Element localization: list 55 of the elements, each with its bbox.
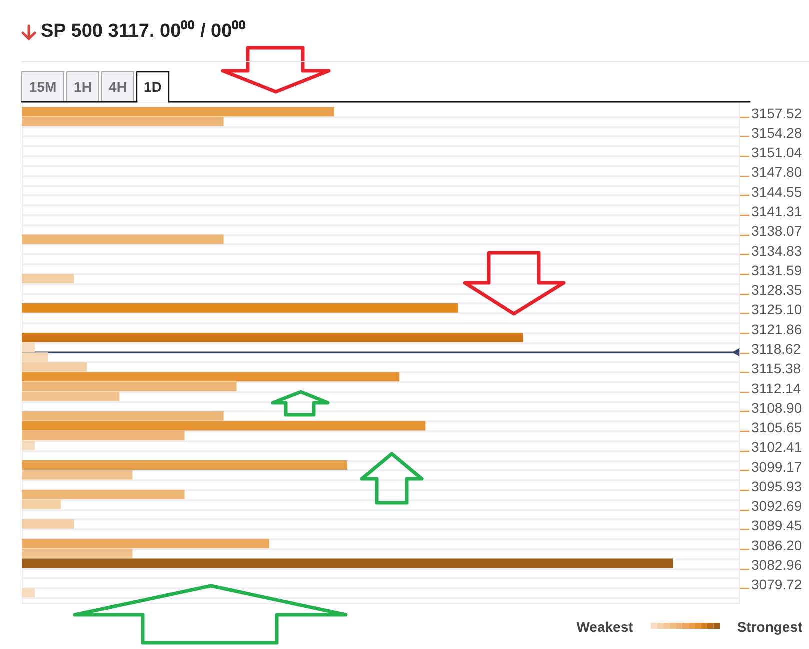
- bar: [22, 588, 36, 598]
- y-tick-label: 3144.55: [752, 184, 802, 200]
- bar: [22, 500, 62, 510]
- y-tick-label: 3134.83: [752, 242, 802, 259]
- y-tick-label: 3105.65: [752, 420, 802, 436]
- bar: [22, 362, 88, 372]
- text: 4H: [109, 79, 127, 95]
- bar: [22, 519, 74, 529]
- y-tick-label: 3125.10: [752, 302, 802, 318]
- y-tick-label: 3108.90: [752, 400, 802, 416]
- bar: [22, 274, 74, 284]
- text: Weakest: [576, 619, 634, 635]
- bar: [22, 107, 334, 117]
- y-tick-label: 3095.93: [752, 478, 802, 494]
- y-tick-label: 3154.28: [752, 124, 802, 141]
- y-tick-label: 3112.14: [752, 380, 802, 396]
- y-tick-label: 3086.20: [752, 537, 802, 554]
- y-tick-label: 3138.07: [752, 223, 802, 240]
- bar: [22, 117, 224, 126]
- bar: [22, 411, 224, 421]
- y-tick-label: 3079.72: [752, 576, 802, 593]
- y-tick-label: 3128.35: [752, 282, 802, 298]
- y-tick-label: 3147.80: [752, 164, 802, 180]
- y-tick-label: 3082.96: [752, 557, 802, 574]
- bar: [22, 304, 458, 313]
- y-tick-label: 3141.31: [752, 204, 802, 220]
- text: 15M: [29, 79, 57, 95]
- bar: [22, 440, 36, 450]
- y-tick-label: 3157.52: [752, 105, 802, 122]
- bar: [22, 558, 674, 568]
- y-tick-label: 3115.38: [752, 360, 802, 377]
- bar: [22, 382, 237, 392]
- bar: [22, 490, 185, 500]
- bar: [22, 332, 524, 342]
- bar: [22, 431, 185, 441]
- bar: [22, 392, 120, 402]
- y-tick-label: 3099.17: [752, 458, 802, 475]
- text: 1H: [74, 79, 92, 95]
- y-tick-label: 3092.69: [752, 498, 802, 514]
- text: 1D: [144, 79, 162, 95]
- bar: [22, 234, 224, 244]
- y-tick-label: 3151.04: [752, 144, 802, 161]
- bar: [22, 470, 133, 480]
- chart-title: SP 500 3117. 00⁰⁰ / 00⁰⁰: [41, 20, 246, 42]
- bar: [22, 539, 270, 548]
- bar: [22, 460, 348, 470]
- y-tick-label: 3089.45: [752, 518, 802, 534]
- bar: [22, 548, 133, 558]
- y-tick-label: 3131.59: [752, 262, 802, 278]
- y-tick-label: 3102.41: [752, 439, 802, 456]
- bar: [22, 372, 400, 382]
- y-tick-label: 3118.62: [752, 341, 802, 357]
- text: Strongest: [737, 619, 804, 635]
- bar: [22, 421, 426, 431]
- y-tick-label: 3121.86: [752, 321, 802, 338]
